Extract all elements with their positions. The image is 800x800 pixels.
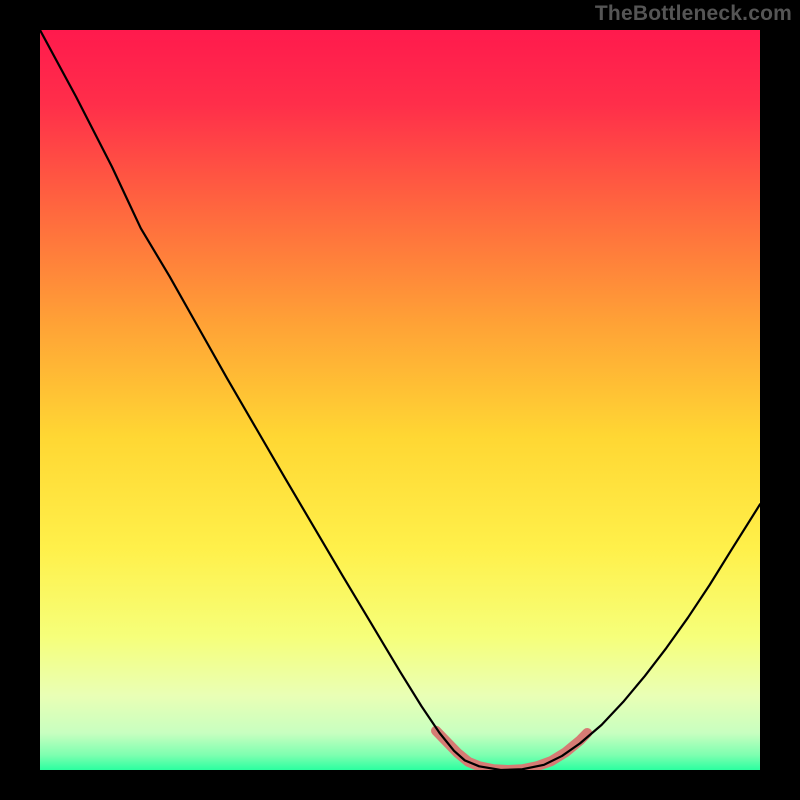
bottleneck-chart-svg: [0, 0, 800, 800]
chart-container: TheBottleneck.com: [0, 0, 800, 800]
gradient-background: [40, 30, 760, 770]
watermark-label: TheBottleneck.com: [595, 2, 792, 26]
